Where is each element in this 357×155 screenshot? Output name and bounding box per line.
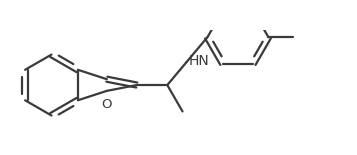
Text: O: O [101, 98, 112, 111]
Text: HN: HN [189, 54, 210, 68]
Text: F: F [219, 0, 227, 2]
